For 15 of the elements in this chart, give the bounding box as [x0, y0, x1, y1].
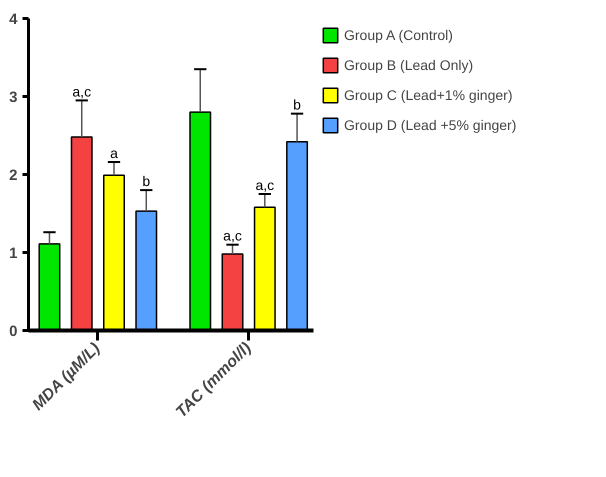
y-tick-label: 4 — [9, 11, 18, 28]
y-tick-label: 0 — [9, 323, 18, 340]
legend-label: Group C (Lead+1% ginger) — [344, 87, 512, 103]
legend-label: Group D (Lead +5% ginger) — [344, 117, 516, 133]
legend-label: Group B (Lead Only) — [344, 57, 474, 73]
data-label: a — [110, 145, 118, 162]
data-label: a,c — [223, 228, 242, 244]
data-label: a,c — [72, 83, 92, 100]
data-label: b — [293, 96, 302, 113]
data-label: a,c — [255, 177, 274, 193]
legend-label: Group A (Control) — [344, 27, 453, 43]
y-tick-label: 3 — [9, 89, 18, 106]
data-label: b — [142, 173, 150, 190]
y-tick-label: 1 — [9, 245, 18, 262]
y-tick-label: 2 — [9, 167, 18, 184]
